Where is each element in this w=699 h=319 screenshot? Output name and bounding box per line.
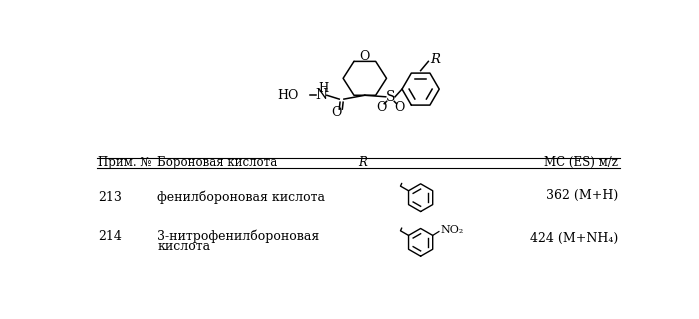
Text: N: N bbox=[315, 88, 328, 102]
Text: O: O bbox=[376, 101, 387, 114]
Text: 424 (M+NH₄): 424 (M+NH₄) bbox=[530, 232, 618, 245]
Text: Бороновая кислота: Бороновая кислота bbox=[157, 156, 278, 169]
Text: H: H bbox=[319, 82, 329, 95]
Text: 214: 214 bbox=[99, 230, 122, 243]
Text: R: R bbox=[430, 53, 440, 66]
Text: HO: HO bbox=[277, 89, 298, 102]
Text: МС (ES) м/z: МС (ES) м/z bbox=[545, 156, 618, 169]
Text: NO₂: NO₂ bbox=[440, 225, 463, 235]
Text: S: S bbox=[386, 90, 395, 104]
Text: O: O bbox=[360, 50, 370, 63]
Text: 213: 213 bbox=[99, 191, 122, 204]
Text: 362 (M+H): 362 (M+H) bbox=[546, 189, 618, 202]
Text: 3-нитрофенилбороновая: 3-нитрофенилбороновая bbox=[157, 229, 319, 243]
Text: O: O bbox=[394, 101, 405, 114]
Text: фенилбороновая кислота: фенилбороновая кислота bbox=[157, 191, 325, 204]
Text: O: O bbox=[332, 107, 342, 120]
Text: R: R bbox=[358, 156, 367, 169]
Text: кислота: кислота bbox=[157, 241, 210, 254]
Text: Прим. №: Прим. № bbox=[99, 156, 152, 169]
